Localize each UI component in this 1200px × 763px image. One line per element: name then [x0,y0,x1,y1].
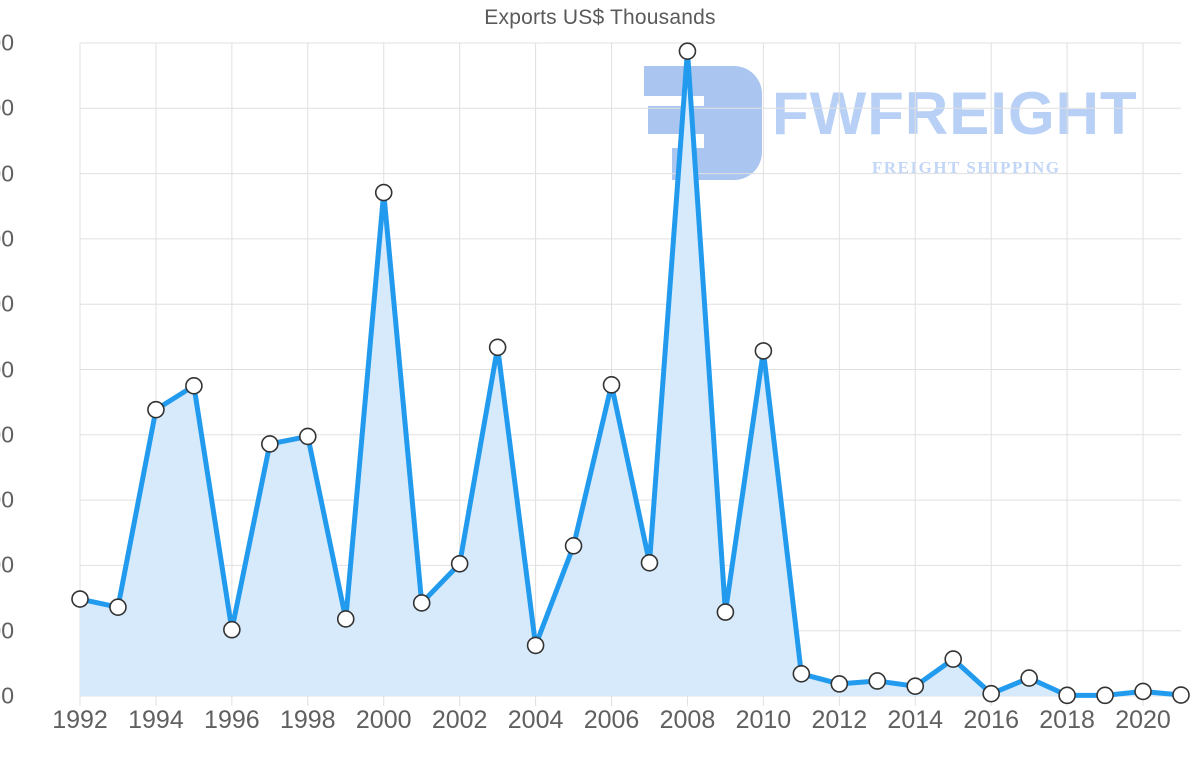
data-point-marker[interactable] [185,377,203,395]
y-axis-tick-label: 0 [1,682,14,709]
series-area [80,51,1181,697]
y-axis-tick-label: 1 800 [0,94,14,121]
data-point-marker[interactable] [1172,686,1190,704]
data-point-marker[interactable] [71,590,89,608]
x-axis-tick-label: 2014 [887,706,944,734]
data-point-marker[interactable] [640,553,659,572]
data-point-marker[interactable] [564,537,583,555]
data-point-marker[interactable] [982,684,1000,703]
data-point-marker[interactable] [830,675,849,693]
x-axis-tick-label: 2012 [811,706,868,734]
x-axis-tick-label: 1992 [52,706,108,734]
data-point-marker[interactable] [374,183,393,202]
y-axis-tick-label: 1 200 [0,290,14,317]
x-axis-tick-label: 2004 [507,706,564,734]
y-axis-tick-label: 800 [0,421,14,448]
data-point-marker[interactable] [1134,682,1152,701]
data-point-marker[interactable] [792,664,811,683]
chart-title: Exports US$ Thousands [484,6,716,29]
data-point-marker[interactable] [678,42,697,60]
data-point-marker[interactable] [450,554,469,573]
data-point-marker[interactable] [1096,686,1114,705]
data-point-marker[interactable] [412,594,431,612]
x-axis-tick-label: 2008 [659,706,716,734]
data-point-marker[interactable] [298,427,317,446]
data-point-marker[interactable] [1058,686,1076,705]
data-point-marker[interactable] [716,603,735,621]
data-point-marker[interactable] [1020,669,1038,687]
data-point-marker[interactable] [602,376,621,394]
x-axis-tick-label: 1998 [279,706,336,734]
y-axis-tick-label: 1 000 [0,356,14,382]
data-point-marker[interactable] [109,598,127,616]
data-point-marker[interactable] [944,650,963,668]
data-point-marker[interactable] [488,338,507,357]
data-point-marker[interactable] [868,672,887,690]
data-point-marker[interactable] [223,620,241,639]
y-axis-tick-label: 1 400 [0,225,14,252]
x-axis-tick-label: 2002 [431,706,488,734]
y-axis-tick-label: 2 000 [0,29,14,56]
series-markers[interactable] [71,42,1190,705]
data-point-marker[interactable] [336,610,355,628]
x-axis-tick-label: 2020 [1115,706,1171,734]
data-point-marker[interactable] [754,342,773,360]
y-axis-tick-label: 400 [0,551,14,578]
data-point-marker[interactable] [906,677,925,696]
data-point-marker[interactable] [261,435,279,453]
x-axis-tick-label: 2016 [963,706,1019,734]
x-axis-tick-label: 2010 [735,706,792,734]
y-axis-tick-label: 200 [0,617,14,644]
x-axis-tick-label: 1994 [128,706,184,734]
x-axis-tick-label: 1996 [204,706,260,734]
data-point-marker[interactable] [147,400,165,419]
y-axis-tick-label: 600 [0,486,14,513]
y-axis-tick-label: 1 600 [0,160,14,187]
x-axis-tick-label: 2000 [355,706,412,734]
x-axis-tick-label: 2018 [1039,706,1095,734]
data-point-marker[interactable] [526,636,545,655]
x-axis-tick-label: 2006 [583,706,640,734]
